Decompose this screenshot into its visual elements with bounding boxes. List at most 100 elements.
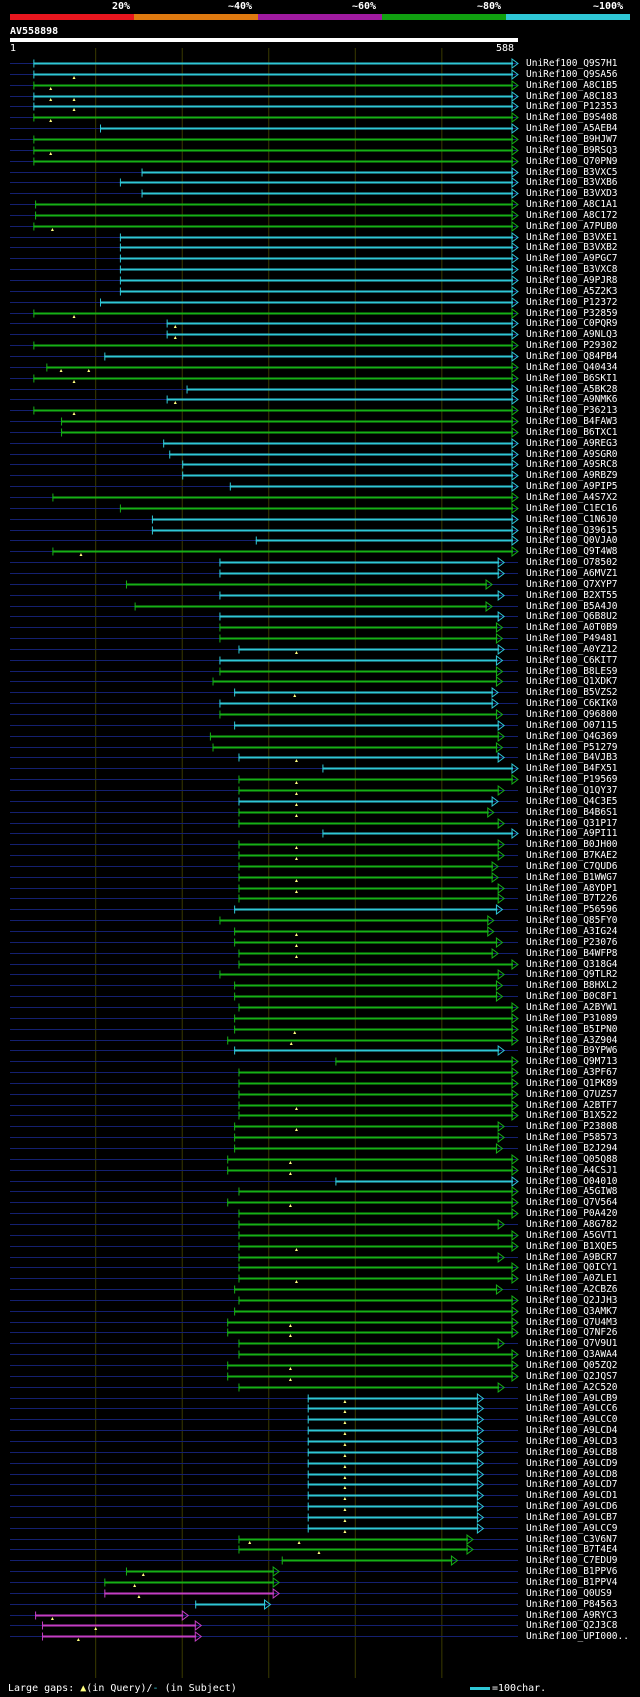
hit-row[interactable]: UniRef100_B9YPW6: [0, 1045, 640, 1057]
hit-label[interactable]: UniRef100_B5A4J0: [526, 600, 618, 612]
hit-row[interactable]: UniRef100_B3VXC5: [0, 166, 640, 178]
hit-row[interactable]: UniRef100_P84563: [0, 1598, 640, 1610]
hit-row[interactable]: UniRef100_A5GVT1: [0, 1229, 640, 1241]
hit-label[interactable]: UniRef100_Q3AMK7: [526, 1305, 618, 1317]
hit-row[interactable]: UniRef100_P56596: [0, 904, 640, 916]
hit-label[interactable]: UniRef100_B4FAW3: [526, 416, 618, 428]
hit-label[interactable]: UniRef100_A3Z904: [526, 1034, 618, 1046]
hit-label[interactable]: UniRef100_A0ZLE1: [526, 1273, 618, 1285]
hit-label[interactable]: UniRef100_B3VXB6: [526, 177, 618, 189]
hit-label[interactable]: UniRef100_B9S408: [526, 112, 618, 124]
hit-label[interactable]: UniRef100_A9LCD1: [526, 1490, 618, 1502]
hit-row[interactable]: UniRef100_Q05Q88: [0, 1153, 640, 1165]
hit-label[interactable]: UniRef100_Q7XYP7: [526, 578, 618, 590]
hit-label[interactable]: UniRef100_P58573: [526, 1132, 618, 1144]
hit-row[interactable]: UniRef100_P32859: [0, 307, 640, 319]
hit-row[interactable]: UniRef100_C0PQR9: [0, 318, 640, 330]
hit-row[interactable]: UniRef100_A5Z2K3: [0, 285, 640, 297]
hit-label[interactable]: UniRef100_C7QUD6: [526, 860, 618, 872]
hit-row[interactable]: UniRef100_A9LCD4: [0, 1425, 640, 1437]
hit-label[interactable]: UniRef100_C0PQR9: [526, 318, 618, 330]
hit-label[interactable]: UniRef100_A9LCC9: [526, 1522, 618, 1534]
hit-label[interactable]: UniRef100_P84563: [526, 1598, 618, 1610]
hit-label[interactable]: UniRef100_B0JH00: [526, 839, 618, 851]
hit-label[interactable]: UniRef100_Q1XDK7: [526, 676, 618, 688]
hit-row[interactable]: UniRef100_A9LCC9: [0, 1522, 640, 1534]
hit-label[interactable]: UniRef100_A9BCR7: [526, 1251, 618, 1263]
hit-label[interactable]: UniRef100_O78502: [526, 557, 618, 569]
hit-row[interactable]: UniRef100_Q0US9: [0, 1587, 640, 1599]
hit-label[interactable]: UniRef100_C3V6N7: [526, 1533, 618, 1545]
hit-label[interactable]: UniRef100_A9PGC7: [526, 253, 618, 265]
hit-label[interactable]: UniRef100_B5IPN0: [526, 1023, 618, 1035]
hit-label[interactable]: UniRef100_Q2J3C8: [526, 1620, 618, 1632]
hit-row[interactable]: UniRef100_Q7XYP7: [0, 578, 640, 590]
hit-label[interactable]: UniRef100_A5BK28: [526, 383, 618, 395]
hit-row[interactable]: UniRef100_A9RBZ9: [0, 470, 640, 482]
hit-row[interactable]: UniRef100_A9NMK6: [0, 394, 640, 406]
hit-row[interactable]: UniRef100_A4CSJ1: [0, 1164, 640, 1176]
hit-row[interactable]: UniRef100_B4FAW3: [0, 416, 640, 428]
hit-label[interactable]: UniRef100_B2XT55: [526, 589, 618, 601]
hit-row[interactable]: UniRef100_C6KIK0: [0, 698, 640, 710]
hit-label[interactable]: UniRef100_A9PI11: [526, 828, 618, 840]
hit-row[interactable]: UniRef100_A5BK28: [0, 383, 640, 395]
hit-label[interactable]: UniRef100_Q05Q88: [526, 1153, 618, 1165]
hit-row[interactable]: UniRef100_Q2JQS7: [0, 1370, 640, 1382]
hit-label[interactable]: UniRef100_A4CSJ1: [526, 1164, 618, 1176]
hit-row[interactable]: UniRef100_B6TXC1: [0, 426, 640, 438]
hit-row[interactable]: UniRef100_Q6B8U2: [0, 611, 640, 623]
hit-row[interactable]: UniRef100_A9LCB7: [0, 1511, 640, 1523]
hit-label[interactable]: UniRef100_A9LCC6: [526, 1403, 618, 1415]
hit-label[interactable]: UniRef100_Q7U4M3: [526, 1316, 618, 1328]
hit-row[interactable]: UniRef100_Q1XDK7: [0, 676, 640, 688]
hit-label[interactable]: UniRef100_A5Z2K3: [526, 285, 618, 297]
hit-row[interactable]: UniRef100_B2XT55: [0, 589, 640, 601]
hit-row[interactable]: UniRef100_B1WWG7: [0, 871, 640, 883]
hit-row[interactable]: UniRef100_O04010: [0, 1175, 640, 1187]
hit-label[interactable]: UniRef100_A3PF67: [526, 1067, 618, 1079]
hit-row[interactable]: UniRef100_Q70PN9: [0, 155, 640, 167]
hit-label[interactable]: UniRef100_Q9M713: [526, 1056, 618, 1068]
hit-row[interactable]: UniRef100_Q9SA56: [0, 68, 640, 80]
hit-label[interactable]: UniRef100_B3VXC8: [526, 264, 618, 276]
hit-label[interactable]: UniRef100_O04010: [526, 1175, 618, 1187]
hit-label[interactable]: UniRef100_C6KIT7: [526, 654, 618, 666]
hit-label[interactable]: UniRef100_A9RBZ9: [526, 470, 618, 482]
hit-row[interactable]: UniRef100_A5AEB4: [0, 123, 640, 135]
hit-row[interactable]: UniRef100_C1N6J0: [0, 513, 640, 525]
hit-row[interactable]: UniRef100_B1XQE5: [0, 1240, 640, 1252]
hit-row[interactable]: UniRef100_UPI000..: [0, 1631, 640, 1643]
hit-row[interactable]: UniRef100_B4WFP8: [0, 947, 640, 959]
hit-row[interactable]: UniRef100_O07115: [0, 719, 640, 731]
hit-row[interactable]: UniRef100_A9LCD1: [0, 1490, 640, 1502]
hit-row[interactable]: UniRef100_B6SKI1: [0, 372, 640, 384]
hit-label[interactable]: UniRef100_A9NLQ3: [526, 329, 618, 341]
hit-row[interactable]: UniRef100_A6MVZ1: [0, 567, 640, 579]
hit-label[interactable]: UniRef100_Q39615: [526, 524, 618, 536]
hit-label[interactable]: UniRef100_C6KIK0: [526, 698, 618, 710]
hit-label[interactable]: UniRef100_C1EC16: [526, 502, 618, 514]
hit-label[interactable]: UniRef100_O07115: [526, 719, 618, 731]
hit-label[interactable]: UniRef100_A9PJR8: [526, 275, 618, 286]
hit-row[interactable]: UniRef100_Q96800: [0, 709, 640, 720]
hit-row[interactable]: UniRef100_B1PPV4: [0, 1577, 640, 1588]
hit-row[interactable]: UniRef100_A2C520: [0, 1381, 640, 1393]
hit-row[interactable]: UniRef100_A9RYC3: [0, 1609, 640, 1621]
hit-row[interactable]: UniRef100_A8C183: [0, 90, 640, 102]
hit-label[interactable]: UniRef100_Q6B8U2: [526, 611, 618, 623]
hit-label[interactable]: UniRef100_B8HXL2: [526, 980, 618, 992]
hit-label[interactable]: UniRef100_P12353: [526, 101, 618, 113]
hit-label[interactable]: UniRef100_Q3AWA4: [526, 1349, 618, 1361]
hit-label[interactable]: UniRef100_A9SRC8: [526, 459, 618, 471]
hit-label[interactable]: UniRef100_B4VJB3: [526, 752, 618, 764]
hit-label[interactable]: UniRef100_Q7V9U1: [526, 1338, 618, 1350]
hit-row[interactable]: UniRef100_B4B6S1: [0, 806, 640, 818]
hit-row[interactable]: UniRef100_Q05ZQ2: [0, 1360, 640, 1371]
hit-row[interactable]: UniRef100_Q4C3E5: [0, 795, 640, 807]
hit-label[interactable]: UniRef100_A9LCD4: [526, 1425, 618, 1437]
hit-label[interactable]: UniRef100_UPI000..: [526, 1631, 629, 1643]
hit-row[interactable]: UniRef100_A9SGR0: [0, 448, 640, 460]
hit-row[interactable]: UniRef100_C1EC16: [0, 502, 640, 514]
hit-label[interactable]: UniRef100_B1PPV4: [526, 1577, 618, 1588]
